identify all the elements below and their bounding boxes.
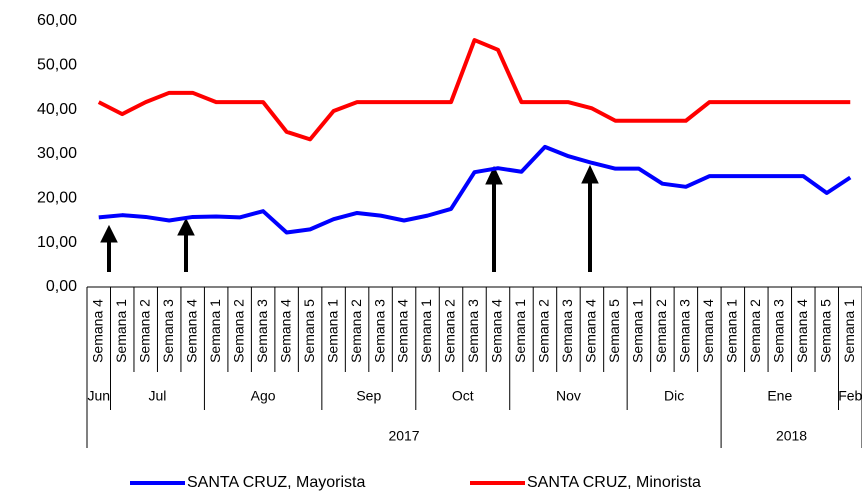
y-tick-label: 20,00 xyxy=(37,190,77,207)
month-label: Oct xyxy=(452,388,474,404)
x-tick-label: Semana 3 xyxy=(254,299,270,363)
legend-label: SANTA CRUZ, Mayorista xyxy=(187,474,366,491)
arrows xyxy=(100,164,599,272)
x-tick-label: Semana 4 xyxy=(183,299,199,363)
x-tick-label: Semana 4 xyxy=(489,299,505,363)
y-tick-label: 50,00 xyxy=(37,57,77,74)
x-tick-label: Semana 1 xyxy=(841,299,857,363)
arrow-head xyxy=(581,164,599,184)
x-tick-label: Semana 2 xyxy=(747,299,763,363)
arrow-head xyxy=(177,217,195,236)
x-tick-label: Semana 1 xyxy=(512,299,528,363)
arrow-head xyxy=(485,165,503,185)
x-tick-label: Semana 4 xyxy=(89,299,105,363)
x-tick-label: Semana 4 xyxy=(277,299,293,363)
month-label: Feb xyxy=(838,388,862,404)
y-tick-label: 30,00 xyxy=(37,145,77,162)
y-tick-label: 60,00 xyxy=(37,12,77,29)
x-tick-label: Semana 4 xyxy=(583,299,599,363)
y-tick-label: 10,00 xyxy=(37,234,77,251)
month-label: Jun xyxy=(87,388,110,404)
x-tick-label: Semana 3 xyxy=(160,299,176,363)
x-tick-label: Semana 3 xyxy=(677,299,693,363)
x-tick-label: Semana 3 xyxy=(559,299,575,363)
month-label: Dic xyxy=(664,388,684,404)
arrow-head xyxy=(100,224,118,243)
series-line xyxy=(97,38,851,142)
x-tick-label: Semana 1 xyxy=(207,299,223,363)
x-tick-label: Semana 1 xyxy=(630,299,646,363)
x-tick-label: Semana 5 xyxy=(301,299,317,363)
x-tick-label: Semana 2 xyxy=(136,299,152,363)
x-tick-label: Semana 2 xyxy=(442,299,458,363)
x-tick-label: Semana 3 xyxy=(771,299,787,363)
x-tick-label: Semana 4 xyxy=(700,299,716,363)
x-tick-label: Semana 2 xyxy=(230,299,246,363)
month-label: Ago xyxy=(251,388,276,404)
x-tick-label: Semana 5 xyxy=(606,299,622,363)
year-label: 2018 xyxy=(776,428,807,444)
x-tick-label: Semana 2 xyxy=(536,299,552,363)
x-tick-label: Semana 3 xyxy=(465,299,481,363)
x-tick-label: Semana 1 xyxy=(418,299,434,363)
x-tick-label: Semana 4 xyxy=(395,299,411,363)
month-label: Sep xyxy=(356,388,381,404)
x-tick-label: Semana 5 xyxy=(817,299,833,363)
x-tick-label: Semana 2 xyxy=(348,299,364,363)
month-label: Nov xyxy=(556,388,581,404)
month-label: Ene xyxy=(767,388,792,404)
x-tick-label: Semana 3 xyxy=(371,299,387,363)
series-line xyxy=(98,144,852,235)
x-tick-label: Semana 1 xyxy=(113,299,129,363)
x-tick-label: Semana 2 xyxy=(653,299,669,363)
month-label: Jul xyxy=(149,388,167,404)
x-tick-label: Semana 1 xyxy=(724,299,740,363)
y-tick-label: 40,00 xyxy=(37,101,77,118)
x-tick-label: Semana 1 xyxy=(324,299,340,363)
legend-label: SANTA CRUZ, Minorista xyxy=(527,474,701,491)
year-label: 2017 xyxy=(388,428,419,444)
y-tick-label: 0,00 xyxy=(46,278,77,295)
x-tick-label: Semana 4 xyxy=(794,299,810,363)
